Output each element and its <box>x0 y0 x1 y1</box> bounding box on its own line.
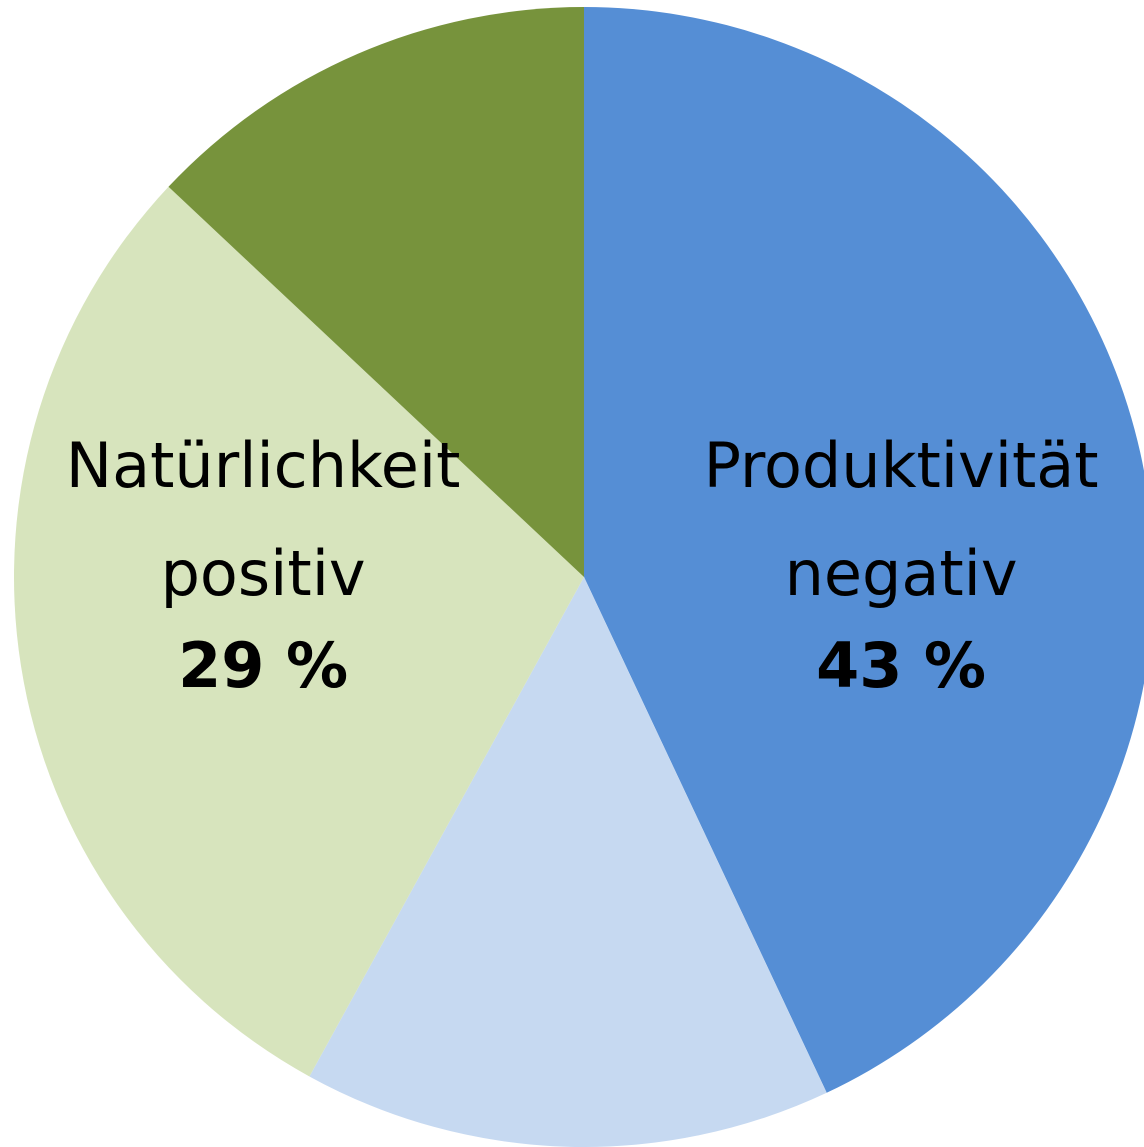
pie-slice <box>13 186 584 1077</box>
slice-value-label: 43 % <box>816 629 986 702</box>
slice-label: Produktivität negativ <box>704 429 1099 610</box>
pie-slice <box>309 577 827 1147</box>
pie-slice <box>168 7 584 577</box>
pie-slice <box>584 7 1144 1093</box>
slice-label: Natürlichkeit positiv <box>66 429 461 610</box>
slice-value-label: 29 % <box>178 629 348 702</box>
